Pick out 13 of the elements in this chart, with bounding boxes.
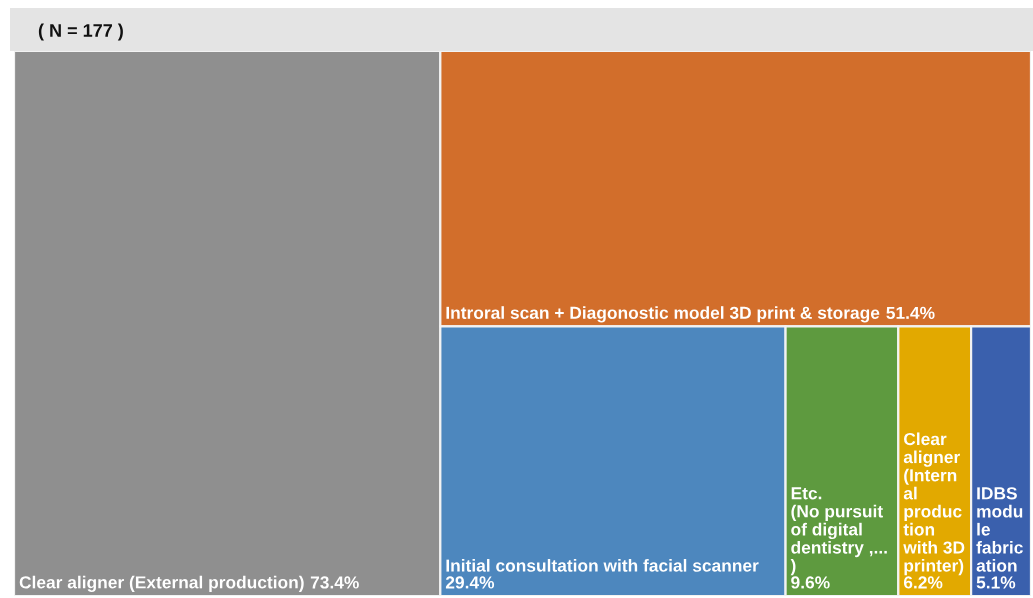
data-label: 29.4% — [445, 576, 495, 589]
data-label: 51.4% — [886, 306, 935, 320]
data-label: 5.1% — [976, 576, 1016, 589]
data-label: 6.2% — [903, 576, 943, 589]
data-label: 9.6% — [791, 576, 830, 589]
category-label: IDBS module fabrication — [976, 487, 1023, 572]
category-label: Etc. (No pursuit of digital dentistry ,... ) — [790, 487, 887, 576]
data-label: 73.4% — [310, 576, 359, 589]
category-label: Initial consultation with facial scanner — [446, 559, 759, 572]
category-label: Clear aligner (External production) — [19, 575, 304, 592]
category-label: Introral scan + Diagonostic model 3D print & storage — [446, 306, 880, 323]
category-label: Clear aligner (Internal production with 3D printer) — [903, 432, 965, 576]
text: ( N = 177 ) — [38, 23, 123, 41]
